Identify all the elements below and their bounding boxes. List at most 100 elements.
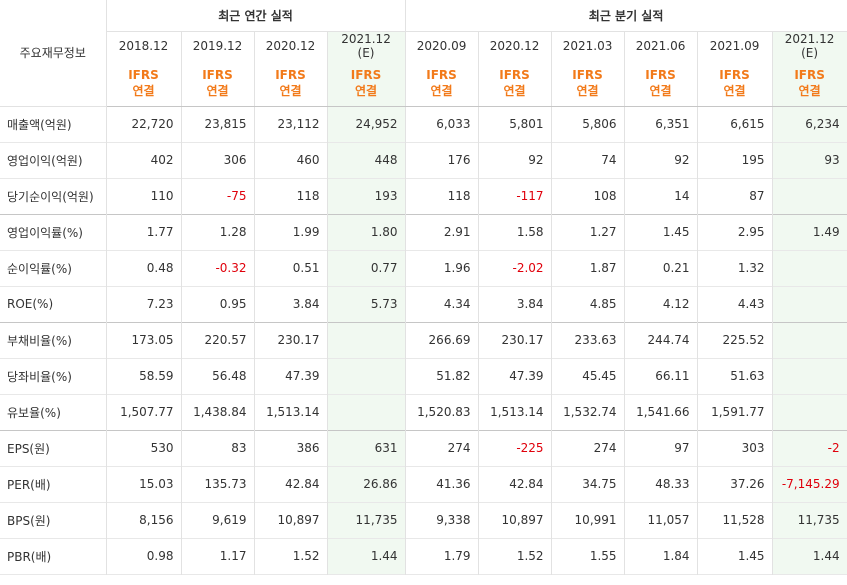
value-cell: 135.73 — [181, 466, 255, 502]
annual-group-header: 최근 연간 실적 — [106, 0, 406, 32]
period-label: 2021.03 — [562, 38, 613, 53]
value-cell: 1.45 — [624, 213, 698, 250]
row-label: 순이익률(%) — [0, 250, 107, 286]
value-cell: 10,897 — [254, 502, 328, 538]
value-cell: 233.63 — [551, 321, 625, 358]
value-cell: 0.77 — [327, 250, 406, 286]
value-cell: 1,513.14 — [254, 394, 328, 430]
value-cell: 244.74 — [624, 321, 698, 358]
table-row: 당기순이익(억원) 110 -75 118 193 118 -117 108 14 87 — [0, 178, 847, 214]
value-cell: 0.21 — [624, 250, 698, 286]
value-cell — [327, 321, 406, 358]
table-row: 영업이익률(%) 1.77 1.28 1.99 1.80 2.91 1.58 1.27 1.45… — [0, 213, 847, 250]
value-cell: 1.44 — [772, 538, 847, 574]
value-cell: 3.84 — [254, 286, 328, 322]
value-cell: 92 — [624, 142, 698, 178]
period-row: 2018.12 2019.12 2020.12 2021.12 (E) 2020.09 20… — [0, 31, 847, 60]
accounting-basis: IFRS 연결 — [254, 60, 328, 107]
value-cell: 176 — [405, 142, 479, 178]
value-cell: 274 — [405, 429, 479, 466]
value-cell — [772, 250, 847, 286]
value-cell: 10,897 — [478, 502, 552, 538]
row-label: 당기순이익(억원) — [0, 178, 107, 214]
value-cell: 195 — [697, 142, 773, 178]
accounting-basis: IFRS 연결 — [551, 60, 625, 107]
period-label: 2021.09 — [709, 38, 760, 53]
value-cell: 386 — [254, 429, 328, 466]
consolidated-label: 연결 — [430, 83, 453, 98]
period-header: 2021.03 — [551, 31, 625, 60]
quarter-group-header: 최근 분기 실적 — [405, 0, 847, 32]
value-cell: 173.05 — [106, 321, 182, 358]
value-cell: 1.17 — [181, 538, 255, 574]
value-cell: -117 — [478, 178, 552, 214]
value-cell: 530 — [106, 429, 182, 466]
value-cell: 11,057 — [624, 502, 698, 538]
row-label: 부채비율(%) — [0, 321, 107, 358]
value-cell: 11,735 — [327, 502, 406, 538]
period-label: 2020.12 — [489, 38, 540, 53]
value-cell: 93 — [772, 142, 847, 178]
value-cell: 1.77 — [106, 213, 182, 250]
period-label: 2018.12 — [118, 38, 169, 53]
value-cell: -7,145.29 — [772, 466, 847, 502]
value-cell: 9,619 — [181, 502, 255, 538]
consolidated-label: 연결 — [206, 83, 229, 98]
accounting-basis: IFRS 연결 — [478, 60, 552, 107]
row-label: 매출액(억원) — [0, 106, 107, 142]
value-cell: 51.63 — [697, 358, 773, 394]
value-cell: 4.85 — [551, 286, 625, 322]
table-row: 부채비율(%) 173.05 220.57 230.17 266.69 230.17 233… — [0, 321, 847, 358]
value-cell: 631 — [327, 429, 406, 466]
consolidated-label: 연결 — [576, 83, 599, 98]
value-cell: 97 — [624, 429, 698, 466]
value-cell: 1.79 — [405, 538, 479, 574]
value-cell: 14 — [624, 178, 698, 214]
value-cell: 74 — [551, 142, 625, 178]
value-cell: 58.59 — [106, 358, 182, 394]
row-label: BPS(원) — [0, 502, 107, 538]
value-cell: 225.52 — [697, 321, 773, 358]
table-row: EPS(원) 530 83 386 631 274 -225 274 97 303 -2 — [0, 429, 847, 466]
table-row: PER(배) 15.03 135.73 42.84 26.86 41.36 42.84 34.… — [0, 466, 847, 502]
value-cell: 42.84 — [254, 466, 328, 502]
value-cell: 6,234 — [772, 106, 847, 142]
value-cell: 0.51 — [254, 250, 328, 286]
value-cell: 45.45 — [551, 358, 625, 394]
value-cell: -75 — [181, 178, 255, 214]
consolidated-label: 연결 — [649, 83, 672, 98]
consolidated-label: 연결 — [503, 83, 526, 98]
value-cell: 6,033 — [405, 106, 479, 142]
value-cell: 66.11 — [624, 358, 698, 394]
accounting-basis: IFRS 연결 — [405, 60, 479, 107]
value-cell: 1.44 — [327, 538, 406, 574]
value-cell: 1.58 — [478, 213, 552, 250]
value-cell: 11,528 — [697, 502, 773, 538]
value-cell: 56.48 — [181, 358, 255, 394]
accounting-basis: IFRS 연결 — [772, 60, 847, 107]
row-label: 유보율(%) — [0, 394, 107, 430]
table-row: 매출액(억원) 22,720 23,815 23,112 24,952 6,033 5,80… — [0, 106, 847, 142]
value-cell: 1.32 — [697, 250, 773, 286]
value-cell: 1.87 — [551, 250, 625, 286]
value-cell: 1,532.74 — [551, 394, 625, 430]
accounting-basis: IFRS 연결 — [624, 60, 698, 107]
value-cell — [772, 286, 847, 322]
ifrs-label: IFRS — [202, 67, 233, 82]
table-row: 유보율(%) 1,507.77 1,438.84 1,513.14 1,520.83 1,… — [0, 394, 847, 430]
value-cell: 9,338 — [405, 502, 479, 538]
value-cell: 24,952 — [327, 106, 406, 142]
value-cell: 26.86 — [327, 466, 406, 502]
consolidated-label: 연결 — [723, 83, 746, 98]
value-cell: 11,735 — [772, 502, 847, 538]
value-cell: 303 — [697, 429, 773, 466]
accounting-basis: IFRS 연결 — [181, 60, 255, 107]
value-cell: 108 — [551, 178, 625, 214]
value-cell — [772, 178, 847, 214]
value-cell: 15.03 — [106, 466, 182, 502]
period-label: 2021.12 — [784, 31, 835, 46]
value-cell: 4.43 — [697, 286, 773, 322]
row-label: 영업이익(억원) — [0, 142, 107, 178]
value-cell: 1.52 — [254, 538, 328, 574]
period-header: 2020.09 — [405, 31, 479, 60]
